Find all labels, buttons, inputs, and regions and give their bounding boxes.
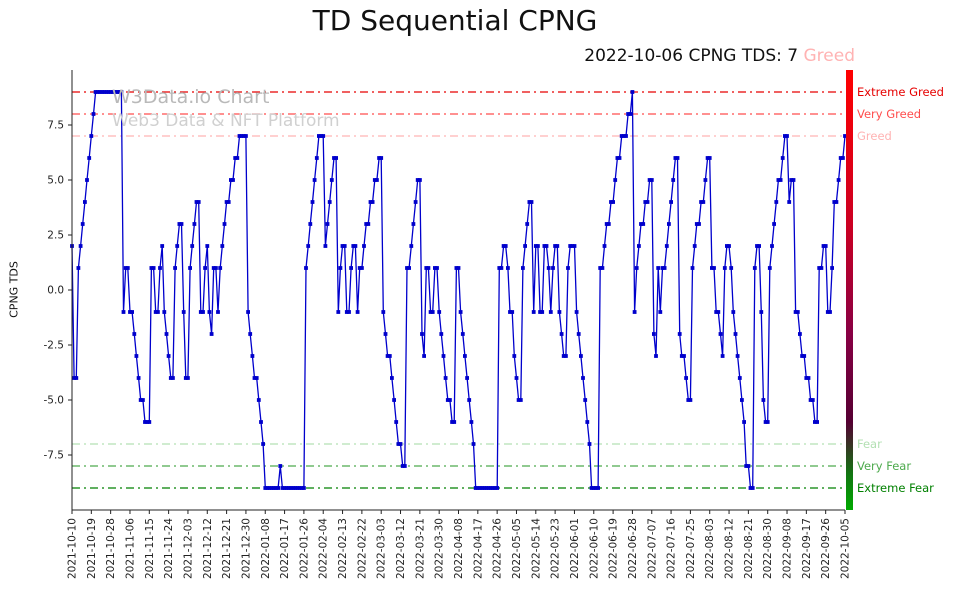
svg-text:2022-03-30: 2022-03-30	[434, 518, 446, 579]
svg-text:2022-07-16: 2022-07-16	[666, 518, 678, 579]
svg-text:2022-01-17: 2022-01-17	[279, 518, 291, 579]
svg-text:2021-10-10: 2021-10-10	[67, 518, 79, 579]
svg-text:2022-06-19: 2022-06-19	[608, 518, 620, 579]
svg-text:2022-02-22: 2022-02-22	[356, 518, 368, 579]
svg-text:2022-07-25: 2022-07-25	[685, 518, 697, 579]
svg-text:Fear: Fear	[857, 437, 882, 451]
svg-text:2022-08-12: 2022-08-12	[724, 518, 736, 579]
svg-text:2022-10-05: 2022-10-05	[840, 518, 852, 579]
svg-text:2021-10-19: 2021-10-19	[86, 518, 98, 579]
svg-text:2022-04-17: 2022-04-17	[472, 518, 484, 579]
svg-text:2022-01-26: 2022-01-26	[298, 518, 310, 579]
svg-text:2022-09-26: 2022-09-26	[820, 518, 832, 579]
svg-text:2022-07-07: 2022-07-07	[646, 518, 658, 579]
svg-text:2.5: 2.5	[47, 230, 64, 242]
svg-text:2021-12-03: 2021-12-03	[182, 518, 194, 579]
svg-text:2022-06-01: 2022-06-01	[569, 518, 581, 579]
svg-text:2021-12-21: 2021-12-21	[221, 518, 233, 579]
svg-text:2022-03-03: 2022-03-03	[376, 518, 388, 579]
watermark-line1: W3Data.io Chart	[112, 86, 270, 108]
svg-text:2022-02-13: 2022-02-13	[337, 518, 349, 579]
svg-text:Very Greed: Very Greed	[857, 107, 921, 121]
svg-text:2021-11-24: 2021-11-24	[163, 518, 175, 579]
svg-text:2022-06-28: 2022-06-28	[627, 518, 639, 579]
svg-text:0.0: 0.0	[47, 285, 64, 297]
svg-text:2022-08-30: 2022-08-30	[762, 518, 774, 579]
svg-text:Greed: Greed	[857, 129, 892, 143]
svg-text:2022-04-26: 2022-04-26	[492, 518, 504, 579]
svg-text:2022-01-08: 2022-01-08	[260, 518, 272, 579]
svg-text:2022-03-21: 2022-03-21	[414, 518, 426, 579]
svg-text:2022-05-14: 2022-05-14	[530, 518, 542, 579]
svg-text:-7.5: -7.5	[44, 450, 65, 462]
svg-text:2022-05-23: 2022-05-23	[550, 518, 562, 579]
svg-text:2022-09-08: 2022-09-08	[782, 518, 794, 579]
svg-text:2022-09-17: 2022-09-17	[801, 518, 813, 579]
svg-text:2022-06-10: 2022-06-10	[588, 518, 600, 579]
svg-text:2022-08-03: 2022-08-03	[704, 518, 716, 579]
svg-text:5.0: 5.0	[47, 175, 64, 187]
subtitle-date-text: 2022-10-06 CPNG TDS: 7	[584, 46, 804, 66]
svg-text:Extreme Greed: Extreme Greed	[857, 85, 944, 99]
svg-text:2021-10-28: 2021-10-28	[105, 518, 117, 579]
svg-text:-2.5: -2.5	[44, 340, 65, 352]
chart-subtitle: 2022-10-06 CPNG TDS: 7 Greed	[0, 46, 855, 66]
svg-text:2022-04-08: 2022-04-08	[453, 518, 465, 579]
y-axis-label: CPNG TDS	[7, 261, 21, 318]
svg-text:2021-12-30: 2021-12-30	[240, 518, 252, 579]
svg-text:2022-08-21: 2022-08-21	[743, 518, 755, 579]
svg-text:2022-03-12: 2022-03-12	[395, 518, 407, 579]
svg-text:2021-12-12: 2021-12-12	[202, 518, 214, 579]
watermark-line2: Web3 Data & NFT Platform	[112, 111, 340, 131]
svg-text:Extreme Fear: Extreme Fear	[857, 481, 934, 495]
chart-title: TD Sequential CPNG	[312, 4, 598, 37]
subtitle-status-text: Greed	[803, 46, 856, 66]
svg-text:Very Fear: Very Fear	[857, 459, 911, 473]
svg-text:2022-05-05: 2022-05-05	[511, 518, 523, 579]
svg-text:-5.0: -5.0	[44, 395, 65, 407]
svg-text:2022-02-04: 2022-02-04	[318, 518, 330, 579]
svg-text:2021-11-15: 2021-11-15	[144, 518, 156, 579]
svg-text:2021-11-06: 2021-11-06	[125, 518, 137, 579]
svg-text:7.5: 7.5	[47, 120, 64, 132]
